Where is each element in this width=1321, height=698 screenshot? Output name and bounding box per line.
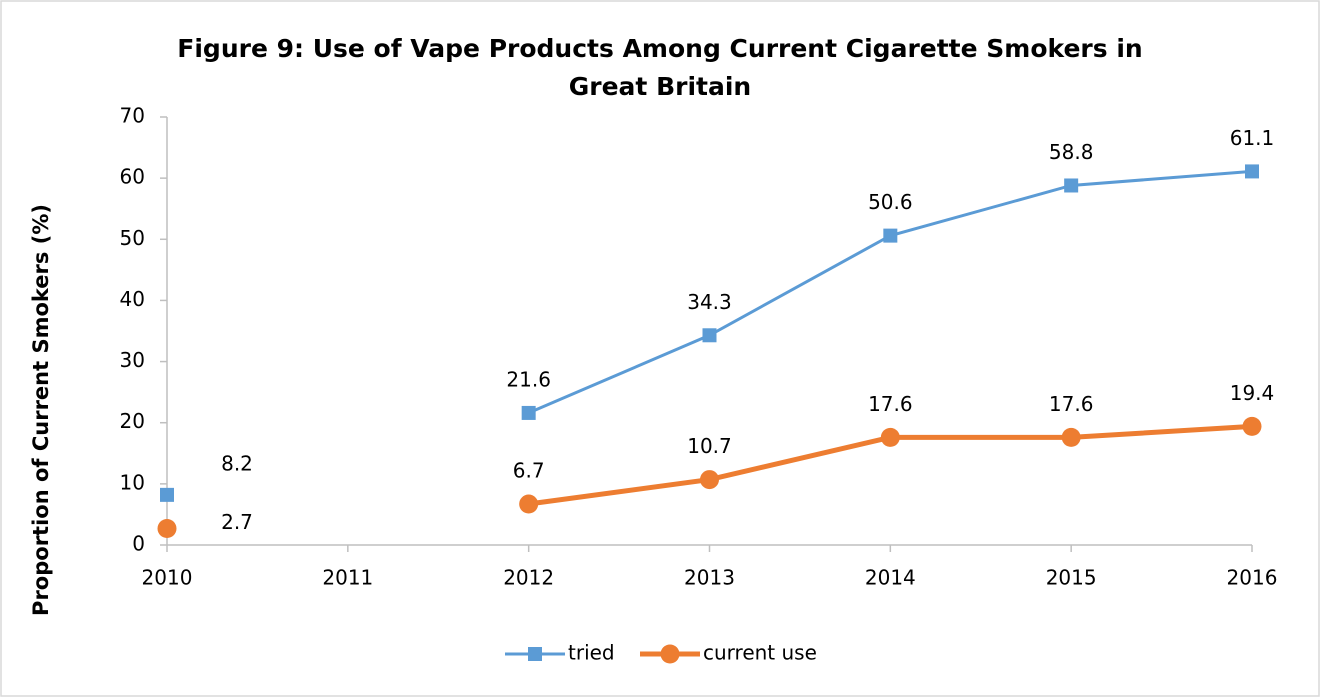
data-label: 50.6 — [868, 190, 913, 214]
y-tick-label: 30 — [120, 348, 145, 372]
data-label: 34.3 — [687, 290, 732, 314]
x-tick-label: 2015 — [1046, 566, 1097, 590]
y-tick-label: 10 — [120, 470, 145, 494]
legend-marker — [528, 647, 542, 661]
data-label: 21.6 — [506, 367, 551, 391]
data-label: 19.4 — [1230, 381, 1275, 405]
x-tick-label: 2010 — [142, 566, 193, 590]
y-axis-label: Proportion of Current Smokers (%) — [29, 204, 53, 616]
chart-title: Figure 9: Use of Vape Products Among Cur… — [177, 34, 1143, 101]
data-label: 8.2 — [221, 451, 253, 475]
data-point — [521, 405, 536, 420]
x-tick-label: 2012 — [503, 566, 554, 590]
data-label: 6.7 — [513, 459, 545, 483]
data-point — [519, 494, 539, 514]
data-point — [883, 228, 898, 243]
legend-label: tried — [568, 641, 615, 665]
data-point — [1245, 164, 1259, 179]
data-point — [702, 328, 717, 343]
data-label: 58.8 — [1049, 140, 1094, 164]
y-tick-label: 20 — [120, 409, 145, 433]
y-tick-label: 60 — [120, 165, 145, 189]
y-tick-label: 50 — [120, 226, 145, 250]
data-point — [700, 470, 719, 490]
y-tick-label: 40 — [120, 287, 145, 311]
legend-marker — [660, 644, 680, 664]
x-tick-label: 2014 — [865, 566, 916, 590]
data-label: 17.6 — [1049, 392, 1094, 416]
data-label: 17.6 — [868, 392, 913, 416]
data-point — [1061, 427, 1081, 447]
x-tick-label: 2016 — [1227, 566, 1278, 590]
x-tick-label: 2011 — [322, 566, 373, 590]
x-tick-label: 2013 — [684, 566, 735, 590]
data-point — [1242, 416, 1262, 436]
y-tick-label: 0 — [132, 532, 145, 556]
data-point — [160, 487, 174, 502]
data-label: 2.7 — [221, 510, 253, 534]
data-label: 61.1 — [1230, 126, 1275, 150]
data-label: 10.7 — [687, 434, 732, 458]
data-point — [157, 518, 177, 538]
y-tick-label: 70 — [120, 104, 145, 128]
data-point — [1064, 178, 1079, 193]
data-point — [880, 427, 900, 447]
legend-label: current use — [703, 641, 817, 665]
